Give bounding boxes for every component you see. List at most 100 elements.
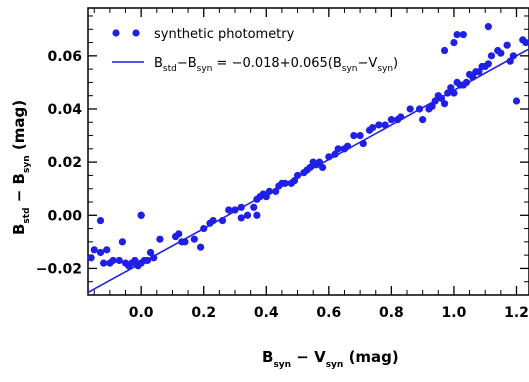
y-tick-label: 0.00 bbox=[47, 208, 82, 224]
data-point bbox=[218, 216, 227, 225]
data-point bbox=[375, 121, 383, 129]
data-point bbox=[115, 256, 123, 265]
data-point bbox=[253, 211, 261, 219]
data-points bbox=[87, 23, 529, 270]
data-point bbox=[237, 214, 245, 222]
data-point bbox=[243, 211, 252, 219]
legend-fit-sub4: syn bbox=[377, 64, 393, 74]
data-point bbox=[428, 102, 436, 110]
data-point bbox=[315, 158, 324, 166]
x-tick-label: 0.6 bbox=[316, 305, 341, 321]
data-point bbox=[484, 60, 492, 68]
data-point bbox=[506, 57, 514, 65]
data-point bbox=[325, 153, 333, 161]
data-point bbox=[281, 179, 289, 187]
data-point bbox=[175, 230, 183, 238]
y-axis-title-main: B bbox=[10, 224, 28, 235]
x-axis-title-dash: − V bbox=[291, 348, 326, 366]
data-point bbox=[462, 78, 471, 87]
x-axis-title: Bsyn − Vsyn (mag) bbox=[262, 348, 399, 370]
data-point bbox=[350, 131, 358, 140]
data-point bbox=[262, 193, 270, 201]
data-point bbox=[469, 73, 477, 81]
data-point bbox=[334, 145, 342, 153]
data-point bbox=[272, 187, 280, 195]
x-tick-label: 1.2 bbox=[504, 305, 529, 321]
data-point bbox=[100, 259, 108, 267]
x-tick-label: 0.2 bbox=[191, 305, 216, 321]
legend-fit-minus2: −V bbox=[358, 56, 378, 71]
y-tick-labels: −0.02 0.00 0.02 0.04 0.06 bbox=[36, 49, 83, 278]
data-point bbox=[440, 100, 449, 108]
data-point bbox=[131, 256, 139, 265]
y-axis-title-sub1: std bbox=[22, 207, 32, 223]
data-point bbox=[225, 206, 233, 214]
data-point bbox=[200, 224, 208, 233]
y-axis-title-unit: (mag) bbox=[10, 100, 28, 155]
data-point bbox=[250, 203, 258, 211]
y-tick-label: 0.02 bbox=[47, 155, 82, 171]
data-point bbox=[431, 97, 439, 105]
data-point bbox=[196, 243, 205, 251]
data-point bbox=[397, 113, 405, 121]
data-point bbox=[331, 150, 339, 158]
data-point bbox=[406, 105, 414, 113]
x-tick-label: 1.0 bbox=[442, 305, 467, 321]
data-point bbox=[487, 52, 496, 60]
legend-fit-label: Bstd−Bsyn = −0.018+0.065(Bsyn−Vsyn) bbox=[154, 56, 398, 74]
data-point bbox=[109, 256, 117, 265]
data-point bbox=[103, 246, 111, 254]
data-point bbox=[369, 123, 377, 132]
legend-fit-b1: B bbox=[154, 56, 163, 71]
data-point bbox=[459, 30, 467, 39]
data-point bbox=[237, 203, 245, 211]
y-tick-label: −0.02 bbox=[36, 261, 82, 277]
data-point bbox=[156, 235, 164, 243]
data-point bbox=[96, 248, 105, 257]
data-point bbox=[265, 187, 274, 195]
x-tick-label: 0.0 bbox=[129, 305, 154, 321]
data-point bbox=[497, 49, 505, 57]
legend-fit-sub2: syn bbox=[197, 64, 213, 74]
data-point bbox=[143, 256, 152, 265]
legend: synthetic photometry Bstd−Bsyn = −0.018+… bbox=[112, 27, 398, 74]
data-point bbox=[415, 105, 424, 113]
y-axis-title-dash: − B bbox=[10, 173, 28, 207]
x-tick-labels: 0.0 0.2 0.4 0.6 0.8 1.0 1.2 bbox=[129, 305, 529, 321]
data-point bbox=[387, 116, 395, 124]
legend-marker-dot-2 bbox=[132, 29, 140, 37]
data-point bbox=[450, 89, 458, 97]
x-axis-title-sub1: syn bbox=[273, 360, 291, 370]
data-point bbox=[509, 52, 517, 60]
x-axis-title-unit: (mag) bbox=[343, 348, 398, 366]
data-point bbox=[453, 30, 461, 39]
data-point bbox=[96, 216, 105, 225]
x-axis-title-main: B bbox=[262, 348, 273, 366]
data-point bbox=[290, 177, 299, 185]
data-point bbox=[444, 89, 452, 97]
data-point bbox=[209, 216, 217, 225]
plot-frame bbox=[87, 7, 529, 296]
axis-ticks bbox=[88, 8, 529, 296]
legend-fit-sub1: std bbox=[163, 64, 177, 74]
data-point bbox=[503, 41, 511, 49]
x-tick-label: 0.8 bbox=[379, 305, 404, 321]
y-tick-label: 0.06 bbox=[47, 49, 82, 65]
data-point bbox=[484, 23, 492, 31]
data-point bbox=[512, 97, 521, 105]
data-point bbox=[440, 46, 449, 55]
data-point bbox=[190, 235, 198, 243]
x-axis-title-sub2: syn bbox=[326, 360, 344, 370]
data-point bbox=[306, 163, 314, 172]
data-point bbox=[90, 246, 98, 254]
data-point bbox=[522, 38, 529, 47]
data-point bbox=[450, 38, 458, 47]
y-tick-label: 0.04 bbox=[47, 102, 82, 118]
data-point bbox=[146, 248, 155, 257]
data-point bbox=[293, 171, 302, 180]
legend-fit-equation: = −0.018+0.065(B bbox=[212, 56, 341, 71]
legend-marker-dot bbox=[112, 29, 120, 37]
data-point bbox=[150, 254, 158, 262]
data-point bbox=[343, 142, 352, 150]
